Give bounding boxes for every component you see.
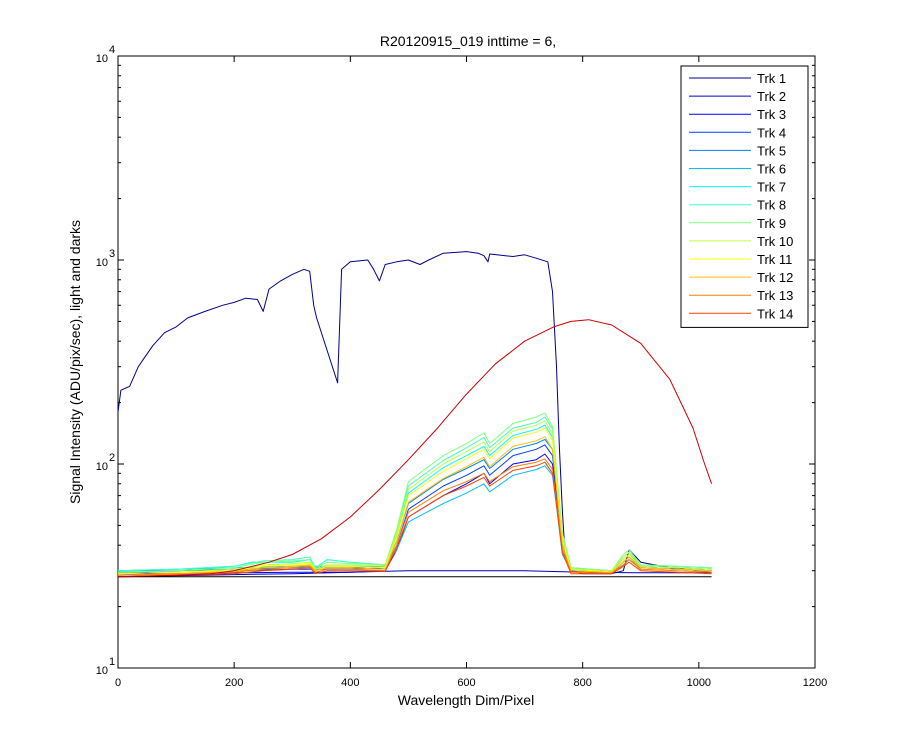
x-tick-label: 200 [225, 677, 243, 689]
x-tick-label: 800 [573, 677, 591, 689]
x-tick-label: 0 [115, 677, 121, 689]
x-tick-label: 1000 [687, 677, 711, 689]
series-line-10 [117, 420, 712, 575]
series-line-11 [117, 427, 712, 575]
y-tick-label: 10 [96, 53, 108, 65]
legend-label: Trk 1 [757, 71, 786, 86]
legend-label: Trk 14 [757, 306, 793, 321]
legend-label: Trk 6 [757, 162, 786, 177]
x-tick-label: 600 [457, 677, 475, 689]
series-line-13 [117, 458, 712, 576]
legend-label: Trk 7 [757, 180, 786, 195]
x-tick-label: 1200 [803, 677, 827, 689]
legend-label: Trk 8 [757, 198, 786, 213]
series-layer [117, 251, 713, 578]
y-tick-label: 10 [96, 257, 108, 269]
y-tick-exponent: 1 [109, 656, 115, 668]
legend-label: Trk 12 [757, 270, 793, 285]
legend-label: Trk 13 [757, 288, 793, 303]
x-axis-label: Wavelength Dim/Pixel [398, 692, 534, 708]
legend-label: Trk 5 [757, 143, 786, 158]
series-line-12 [117, 436, 712, 576]
legend-label: Trk 11 [757, 252, 792, 267]
y-tick-label: 10 [96, 665, 108, 677]
legend-box [680, 65, 809, 328]
legend-label: Trk 9 [757, 216, 786, 231]
chart-title: R20120915_019 inttime = 6, [380, 33, 556, 49]
y-tick-exponent: 4 [109, 44, 115, 56]
y-tick-label: 10 [96, 461, 108, 473]
legend-label: Trk 3 [757, 107, 786, 122]
y-tick-exponent: 3 [109, 248, 115, 260]
legend-label: Trk 2 [757, 89, 786, 104]
x-tick-label: 400 [341, 677, 359, 689]
y-tick-exponent: 2 [109, 452, 115, 464]
series-line-16 [117, 319, 713, 578]
legend-label: Trk 4 [757, 125, 786, 140]
legend-label: Trk 10 [757, 234, 793, 249]
series-line-9 [117, 412, 712, 573]
legend: Trk 1 Trk 2 Trk 3 Trk 4 Trk 5 Trk 6 Trk 7 Trk 8… [680, 65, 809, 328]
series-line-14 [117, 461, 712, 578]
y-axis-label: Signal Intensity (ADU/pix/sec), light an… [67, 220, 83, 504]
